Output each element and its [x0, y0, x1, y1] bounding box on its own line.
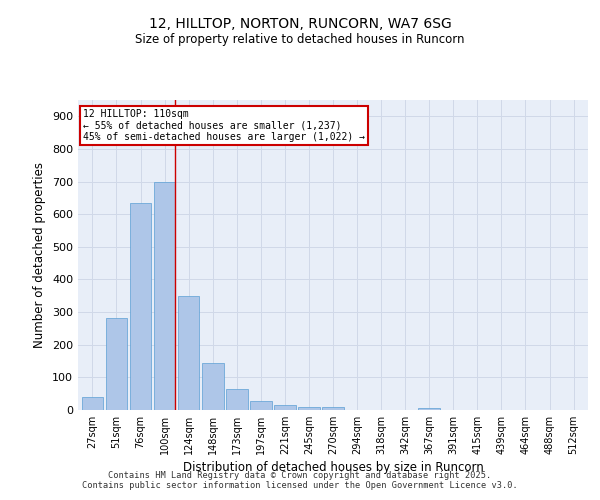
Bar — [178, 296, 199, 410]
Bar — [82, 397, 103, 410]
Bar — [322, 408, 344, 410]
Text: Size of property relative to detached houses in Runcorn: Size of property relative to detached ho… — [135, 32, 465, 46]
Bar — [274, 405, 296, 410]
Bar — [154, 182, 175, 410]
Bar — [202, 362, 224, 410]
Bar — [226, 389, 248, 410]
Bar — [418, 408, 440, 410]
X-axis label: Distribution of detached houses by size in Runcorn: Distribution of detached houses by size … — [182, 461, 484, 474]
Bar — [298, 406, 320, 410]
Text: Contains HM Land Registry data © Crown copyright and database right 2025.
Contai: Contains HM Land Registry data © Crown c… — [82, 470, 518, 490]
Text: 12, HILLTOP, NORTON, RUNCORN, WA7 6SG: 12, HILLTOP, NORTON, RUNCORN, WA7 6SG — [149, 18, 451, 32]
Bar — [130, 204, 151, 410]
Y-axis label: Number of detached properties: Number of detached properties — [34, 162, 46, 348]
Bar — [250, 401, 272, 410]
Bar — [106, 318, 127, 410]
Text: 12 HILLTOP: 110sqm
← 55% of detached houses are smaller (1,237)
45% of semi-deta: 12 HILLTOP: 110sqm ← 55% of detached hou… — [83, 110, 365, 142]
